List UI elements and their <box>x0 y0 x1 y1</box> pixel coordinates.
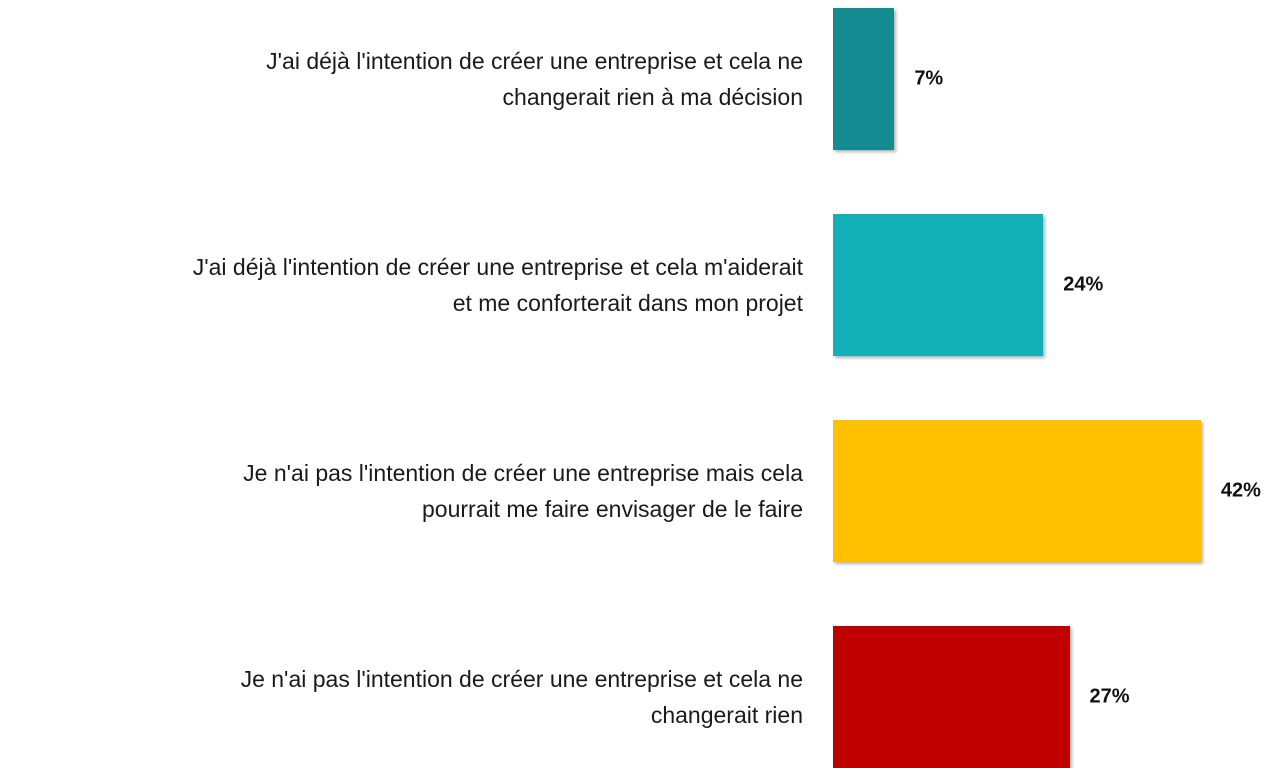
category-label: Je n'ai pas l'intention de créer une ent… <box>243 460 803 522</box>
bar <box>833 8 895 150</box>
bar <box>833 214 1044 356</box>
value-label: 24% <box>1063 273 1104 296</box>
value-label: 7% <box>914 67 944 90</box>
category-label: J'ai déjà l'intention de créer une entre… <box>266 48 803 110</box>
category-label: J'ai déjà l'intention de créer une entre… <box>192 254 803 316</box>
bar <box>833 626 1070 768</box>
value-label: 27% <box>1089 685 1130 708</box>
value-label: 42% <box>1220 479 1261 502</box>
bar <box>833 420 1201 562</box>
category-label: Je n'ai pas l'intention de créer une ent… <box>240 666 803 728</box>
